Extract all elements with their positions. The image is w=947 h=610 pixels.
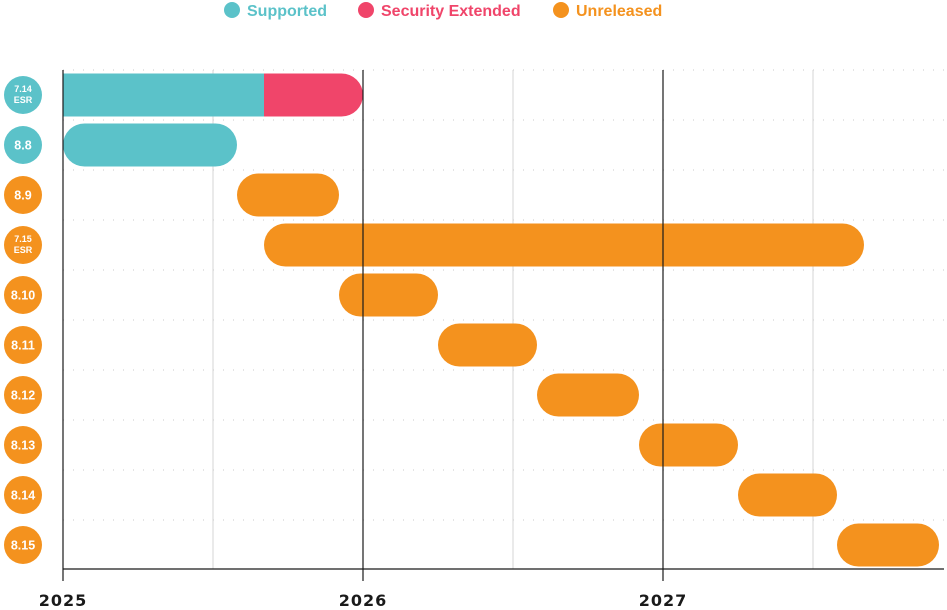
version-badge-8-14: 8.14 [4, 476, 42, 514]
x-axis: 2025 2026 2027 [39, 70, 944, 610]
version-badge-circle [4, 76, 42, 114]
legend-label: Unreleased [576, 3, 662, 20]
version-badge-8-10: 8.10 [4, 276, 42, 314]
version-badge-8-8: 8.8 [4, 126, 42, 164]
legend-label: Supported [247, 3, 327, 20]
version-badge-circle [4, 326, 42, 364]
version-label: 8.13 [11, 439, 35, 453]
legend-swatch [553, 2, 569, 18]
version-badge-8-12: 8.12 [4, 376, 42, 414]
version-badge-8-9: 8.9 [4, 176, 42, 214]
version-badge-circle [4, 276, 42, 314]
legend-swatch [358, 2, 374, 18]
version-badge-8-13: 8.13 [4, 426, 42, 464]
version-badge-circle [4, 226, 42, 264]
bar-8-12-unreleased [537, 373, 639, 417]
version-label: 7.15 [14, 234, 32, 244]
x-tick-label: 2027 [639, 591, 688, 610]
version-label: 8.8 [14, 139, 31, 153]
version-badge-circle [4, 376, 42, 414]
bar-8-15-unreleased [837, 523, 939, 567]
grid [63, 69, 944, 569]
version-badges: 7.14ESR8.88.97.15ESR8.108.118.128.138.14… [4, 76, 42, 564]
bar-7-14-supported [63, 73, 264, 117]
legend-item-supported: Supported [224, 2, 327, 20]
legend: Supported Security Extended Unreleased [224, 2, 662, 20]
version-badge-8-15: 8.15 [4, 526, 42, 564]
legend-item-unreleased: Unreleased [553, 2, 662, 20]
version-badge-8-11: 8.11 [4, 326, 42, 364]
version-sublabel: ESR [14, 95, 33, 105]
bar-7-14-security-extended [264, 73, 363, 117]
bars [63, 73, 939, 567]
version-label: 7.14 [14, 84, 32, 94]
x-tick-label: 2025 [39, 591, 88, 610]
bar-7-15-unreleased [264, 223, 864, 267]
bar-8-10-unreleased [339, 273, 438, 317]
version-label: 8.11 [11, 339, 35, 353]
version-badge-circle [4, 176, 42, 214]
version-sublabel: ESR [14, 245, 33, 255]
version-label: 8.10 [11, 289, 35, 303]
version-badge-circle [4, 476, 42, 514]
version-label: 8.14 [11, 489, 35, 503]
legend-label: Security Extended [381, 3, 521, 20]
version-badge-circle [4, 126, 42, 164]
x-tick-label: 2026 [339, 591, 388, 610]
bar-8-11-unreleased [438, 323, 537, 367]
legend-item-security-extended: Security Extended [358, 2, 521, 20]
version-label: 8.9 [14, 189, 31, 203]
bar-8-9-unreleased [237, 173, 339, 217]
version-label: 8.12 [11, 389, 35, 403]
version-badge-circle [4, 426, 42, 464]
bar-8-13-unreleased [639, 423, 738, 467]
version-label: 8.15 [11, 539, 35, 553]
version-badge-circle [4, 526, 42, 564]
bar-8-8-supported [63, 123, 237, 167]
bar-8-14-unreleased [738, 473, 837, 517]
legend-swatch [224, 2, 240, 18]
